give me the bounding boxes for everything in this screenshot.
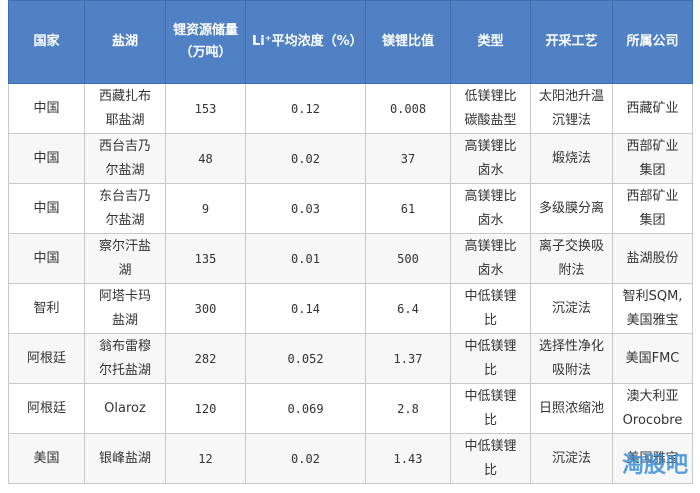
- table-cell: 智利: [8, 283, 85, 334]
- lithium-table: 国家 盐湖 锂资源储量（万吨） Li⁺平均浓度（%） 镁锂比值 类型 开采工艺 所属公司 中国…: [8, 0, 693, 484]
- table-row: 中国 察尔汗盐湖 135 0.01 500 高镁锂比卤水 离子交换吸附法 盐湖股份: [8, 233, 693, 284]
- table-cell: 2.8: [365, 383, 451, 434]
- table-cell: 高镁锂比卤水: [450, 233, 531, 284]
- table-cell: 盐湖股份: [612, 233, 693, 284]
- table-header: 国家 盐湖 锂资源储量（万吨） Li⁺平均浓度（%） 镁锂比值 类型 开采工艺 所属公司: [8, 0, 693, 84]
- table-cell: 察尔汗盐湖: [84, 233, 166, 284]
- table-cell: 东台吉乃尔盐湖: [84, 183, 166, 234]
- table-cell: 西台吉乃尔盐湖: [84, 133, 166, 184]
- table-cell: 135: [165, 233, 246, 284]
- table-cell: 中低镁锂比: [450, 383, 531, 434]
- table-cell: 日照浓缩池: [530, 383, 613, 434]
- table-row: 美国 银峰盐湖 12 0.02 1.43 中低镁锂比 沉淀法 美国雅宝: [8, 433, 693, 484]
- table-cell: 沉淀法: [530, 433, 613, 484]
- table-cell: 西藏矿业: [612, 83, 693, 134]
- table-cell: Olaroz: [84, 383, 166, 434]
- table-cell: 煅烧法: [530, 133, 613, 184]
- table-cell: 翁布雷穆尔托盐湖: [84, 333, 166, 384]
- table-cell: 500: [365, 233, 451, 284]
- table-cell: 1.37: [365, 333, 451, 384]
- header-cell: 开采工艺: [530, 0, 613, 84]
- table-cell: 美国雅宝: [612, 433, 693, 484]
- table-cell: 太阳池升温沉锂法: [530, 83, 613, 134]
- table-cell: 0.12: [245, 83, 366, 134]
- table-cell: 300: [165, 283, 246, 334]
- table-cell: 中国: [8, 233, 85, 284]
- table-cell: 0.069: [245, 383, 366, 434]
- table-cell: 选择性净化吸附法: [530, 333, 613, 384]
- table-cell: 6.4: [365, 283, 451, 334]
- table-cell: 1.43: [365, 433, 451, 484]
- header-cell: 类型: [450, 0, 531, 84]
- table-cell: 高镁锂比卤水: [450, 133, 531, 184]
- header-cell: 锂资源储量（万吨）: [165, 0, 246, 84]
- table-cell: 0.02: [245, 433, 366, 484]
- header-cell: 所属公司: [612, 0, 693, 84]
- watermark: 淘股吧: [621, 453, 688, 478]
- header-cell: 盐湖: [84, 0, 166, 84]
- table-cell: 低镁锂比碳酸盐型: [450, 83, 531, 134]
- table-row: 中国 西台吉乃尔盐湖 48 0.02 37 高镁锂比卤水 煅烧法 西部矿业集团: [8, 133, 693, 184]
- table-row: 中国 东台吉乃尔盐湖 9 0.03 61 高镁锂比卤水 多级膜分离 西部矿业集团: [8, 183, 693, 234]
- table-cell: 银峰盐湖: [84, 433, 166, 484]
- header-cell: 国家: [8, 0, 85, 84]
- table-cell: 阿塔卡玛盐湖: [84, 283, 166, 334]
- table-row: 中国 西藏扎布耶盐湖 153 0.12 0.008 低镁锂比碳酸盐型 太阳池升温沉锂法 西藏矿…: [8, 83, 693, 134]
- table-cell: 9: [165, 183, 246, 234]
- table-row: 阿根廷 翁布雷穆尔托盐湖 282 0.052 1.37 中低镁锂比 选择性净化吸附法 美国FM…: [8, 333, 693, 384]
- table-cell: 中国: [8, 133, 85, 184]
- table-cell: 282: [165, 333, 246, 384]
- table-cell: 153: [165, 83, 246, 134]
- table-cell: 离子交换吸附法: [530, 233, 613, 284]
- table-cell: 61: [365, 183, 451, 234]
- table-cell: 12: [165, 433, 246, 484]
- table-cell: 西部矿业集团: [612, 183, 693, 234]
- table-cell: 西部矿业集团: [612, 133, 693, 184]
- table-cell: 中低镁锂比: [450, 283, 531, 334]
- table-cell: 120: [165, 383, 246, 434]
- table-cell: 中国: [8, 83, 85, 134]
- table-cell: 澳大利亚Orocobre: [612, 383, 693, 434]
- table-cell: 美国FMC: [612, 333, 693, 384]
- table-body: 中国 西藏扎布耶盐湖 153 0.12 0.008 低镁锂比碳酸盐型 太阳池升温沉锂法 西藏矿…: [8, 83, 693, 484]
- table-cell: 0.052: [245, 333, 366, 384]
- table-cell: 美国: [8, 433, 85, 484]
- table-cell: 智利SQM,美国雅宝: [612, 283, 693, 334]
- table-row: 智利 阿塔卡玛盐湖 300 0.14 6.4 中低镁锂比 沉淀法 智利SQM,美国雅宝: [8, 283, 693, 334]
- table-cell: 沉淀法: [530, 283, 613, 334]
- table-cell: 0.01: [245, 233, 366, 284]
- table-cell: 阿根廷: [8, 383, 85, 434]
- table-cell: 高镁锂比卤水: [450, 183, 531, 234]
- table-cell: 0.03: [245, 183, 366, 234]
- table-cell: 西藏扎布耶盐湖: [84, 83, 166, 134]
- table-cell: 0.008: [365, 83, 451, 134]
- table-row: 阿根廷 Olaroz 120 0.069 2.8 中低镁锂比 日照浓缩池 澳大利亚Orocob…: [8, 383, 693, 434]
- table-cell: 0.02: [245, 133, 366, 184]
- table-cell: 多级膜分离: [530, 183, 613, 234]
- table-cell: 中低镁锂比: [450, 333, 531, 384]
- header-row: 国家 盐湖 锂资源储量（万吨） Li⁺平均浓度（%） 镁锂比值 类型 开采工艺 所属公司: [8, 0, 693, 84]
- table-cell: 0.14: [245, 283, 366, 334]
- table-cell: 阿根廷: [8, 333, 85, 384]
- table-cell: 48: [165, 133, 246, 184]
- header-cell: 镁锂比值: [365, 0, 451, 84]
- table-cell: 中低镁锂比: [450, 433, 531, 484]
- header-cell: Li⁺平均浓度（%）: [245, 0, 366, 84]
- table-cell: 中国: [8, 183, 85, 234]
- table-cell: 37: [365, 133, 451, 184]
